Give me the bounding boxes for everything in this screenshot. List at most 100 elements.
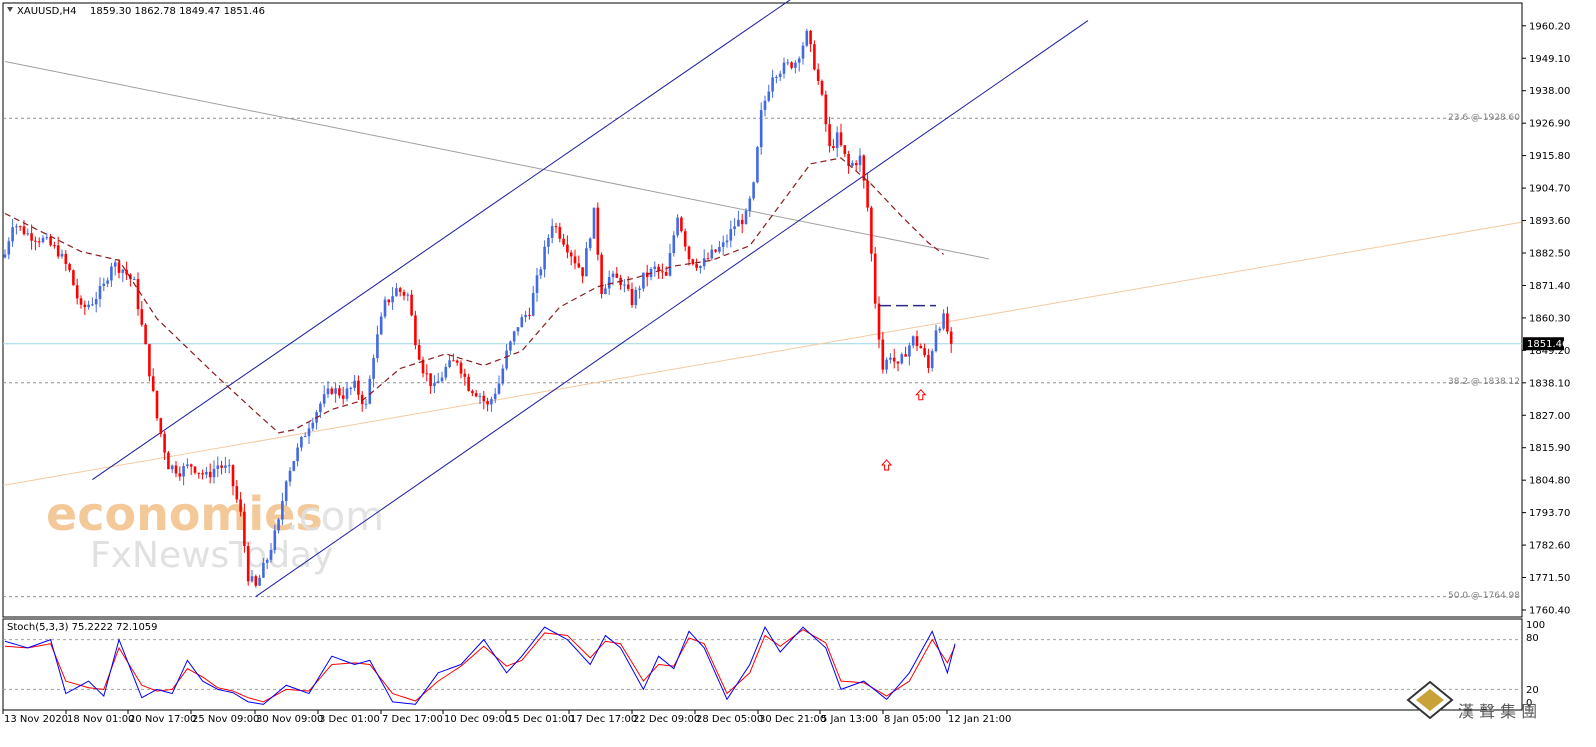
candle-body-166 (634, 289, 638, 306)
candle-body-168 (642, 272, 645, 289)
candle-body-225 (858, 155, 862, 166)
candle-body-29 (113, 262, 117, 267)
candle-body-121 (463, 373, 467, 377)
candle-body-184 (702, 258, 706, 267)
candle-body-35 (136, 279, 140, 310)
stochastic-label: Stoch(5,3,3) 75.2222 72.1059 (7, 622, 158, 633)
candle-body-234 (892, 357, 896, 362)
candle-body-208 (794, 62, 797, 68)
candle-body-243 (927, 355, 930, 368)
time-tick-label-12: 30 Dec 21:00 (759, 714, 826, 725)
candle-body-56 (216, 465, 220, 469)
candle-body-240 (915, 336, 919, 347)
candle-body-230 (877, 303, 881, 340)
candle-body-11 (45, 237, 49, 239)
stoch-level-20: 20 (1526, 685, 1539, 696)
candle-body-23 (91, 304, 94, 306)
candle-body-159 (607, 277, 611, 289)
price-tick-label-17: 1771.50 (1529, 573, 1570, 584)
candle-body-173 (661, 271, 664, 273)
candle-body-22 (87, 304, 90, 308)
candle-body-246 (938, 328, 942, 331)
candle-body-113 (433, 383, 436, 387)
candle-body-204 (778, 73, 782, 78)
candle-body-96 (368, 378, 372, 404)
candle-body-175 (668, 253, 672, 276)
candle-body-236 (900, 354, 904, 364)
candle-body-104 (398, 288, 402, 292)
stoch-level-80: 80 (1526, 633, 1539, 644)
candle-body-198 (756, 147, 759, 183)
candle-body-126 (482, 395, 486, 402)
candle-body-63 (243, 511, 246, 547)
candle-body-98 (376, 334, 379, 359)
candle-body-209 (797, 58, 801, 63)
candle-body-94 (360, 394, 364, 405)
candle-body-224 (854, 162, 858, 166)
candle-body-231 (881, 339, 885, 370)
annotations (879, 304, 936, 471)
candle-body-138 (528, 314, 531, 316)
channel-upper-line (92, 0, 791, 480)
candle-body-9 (37, 241, 41, 243)
candle-body-84 (322, 394, 326, 404)
candle-body-124 (474, 393, 478, 397)
candle-body-103 (395, 288, 398, 297)
candle-body-145 (554, 226, 558, 228)
main-chart-frame (2, 2, 1523, 618)
candle-body-91 (349, 387, 353, 389)
candle-body-111 (425, 373, 429, 375)
candle-body-130 (497, 383, 501, 394)
price-tick-label-18: 1760.40 (1529, 605, 1570, 616)
candle-body-146 (558, 227, 562, 239)
candle-body-75 (288, 470, 292, 482)
candle-body-205 (782, 62, 786, 74)
candle-body-220 (839, 132, 843, 146)
candle-body-203 (775, 77, 778, 79)
candle-body-221 (843, 145, 847, 155)
candle-body-196 (748, 198, 752, 211)
candle-body-213 (813, 44, 816, 70)
candle-body-211 (805, 30, 809, 46)
ohlc-label: 1859.30 1862.78 1849.47 1851.46 (90, 6, 265, 17)
symbol-label: XAUUSD,H4 (17, 6, 76, 17)
candle-body-186 (710, 249, 714, 259)
up-arrow-icon-1 (915, 389, 927, 401)
candle-body-77 (296, 447, 299, 462)
candle-body-12 (49, 237, 52, 246)
candle-body-141 (539, 269, 543, 276)
candle-body-85 (326, 388, 330, 395)
candle-body-191 (729, 229, 733, 241)
price-axis: 1960.20 1949.10 1938.00 1926.90 1915.80 1904.… (1522, 21, 1570, 616)
candle-body-95 (364, 403, 368, 405)
candle-body-4 (18, 226, 22, 228)
candle-body-237 (904, 354, 907, 357)
candle-body-131 (501, 368, 505, 384)
candle-body-227 (866, 180, 869, 208)
indicator-frame (2, 618, 1523, 711)
candle-body-18 (72, 270, 75, 286)
candle-body-139 (531, 293, 535, 316)
candle-body-60 (231, 465, 235, 487)
candle-body-167 (638, 288, 641, 290)
candle-body-88 (338, 388, 341, 396)
price-tick-label-3: 1926.90 (1529, 119, 1570, 130)
candle-body-45 (174, 465, 178, 474)
price-tick-label-6: 1893.60 (1529, 216, 1570, 227)
candle-body-154 (588, 238, 592, 249)
candle-body-1 (7, 241, 11, 255)
candle-body-52 (201, 473, 204, 475)
candle-body-3 (15, 226, 18, 228)
candle-body-118 (452, 360, 455, 362)
candle-body-10 (41, 237, 45, 243)
candle-body-223 (851, 162, 854, 166)
candle-body-72 (277, 519, 280, 531)
candle-body-116 (444, 366, 448, 378)
candle-body-49 (189, 464, 193, 467)
candle-body-133 (509, 341, 512, 351)
time-tick-label-15: 12 Jan 21:00 (948, 714, 1011, 725)
candle-body-24 (94, 299, 98, 305)
candle-body-228 (870, 207, 873, 254)
